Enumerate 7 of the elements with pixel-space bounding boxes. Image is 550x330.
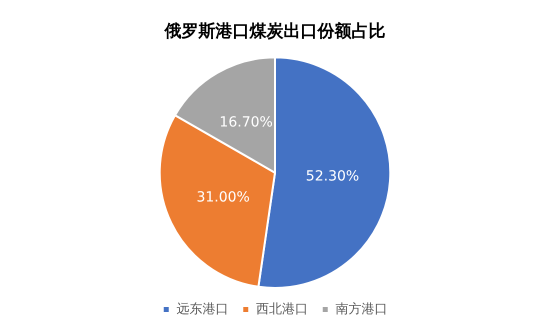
chart-title: 俄罗斯港口煤炭出口份额占比 <box>164 22 386 42</box>
legend-label: 远东港口 <box>176 302 228 317</box>
legend-label: 南方港口 <box>335 300 388 317</box>
legend-label: 西北港口 <box>256 302 308 317</box>
data-label: 52.30% <box>306 168 360 185</box>
data-label: 16.70% <box>219 114 273 130</box>
data-label: 31.00% <box>196 190 250 206</box>
